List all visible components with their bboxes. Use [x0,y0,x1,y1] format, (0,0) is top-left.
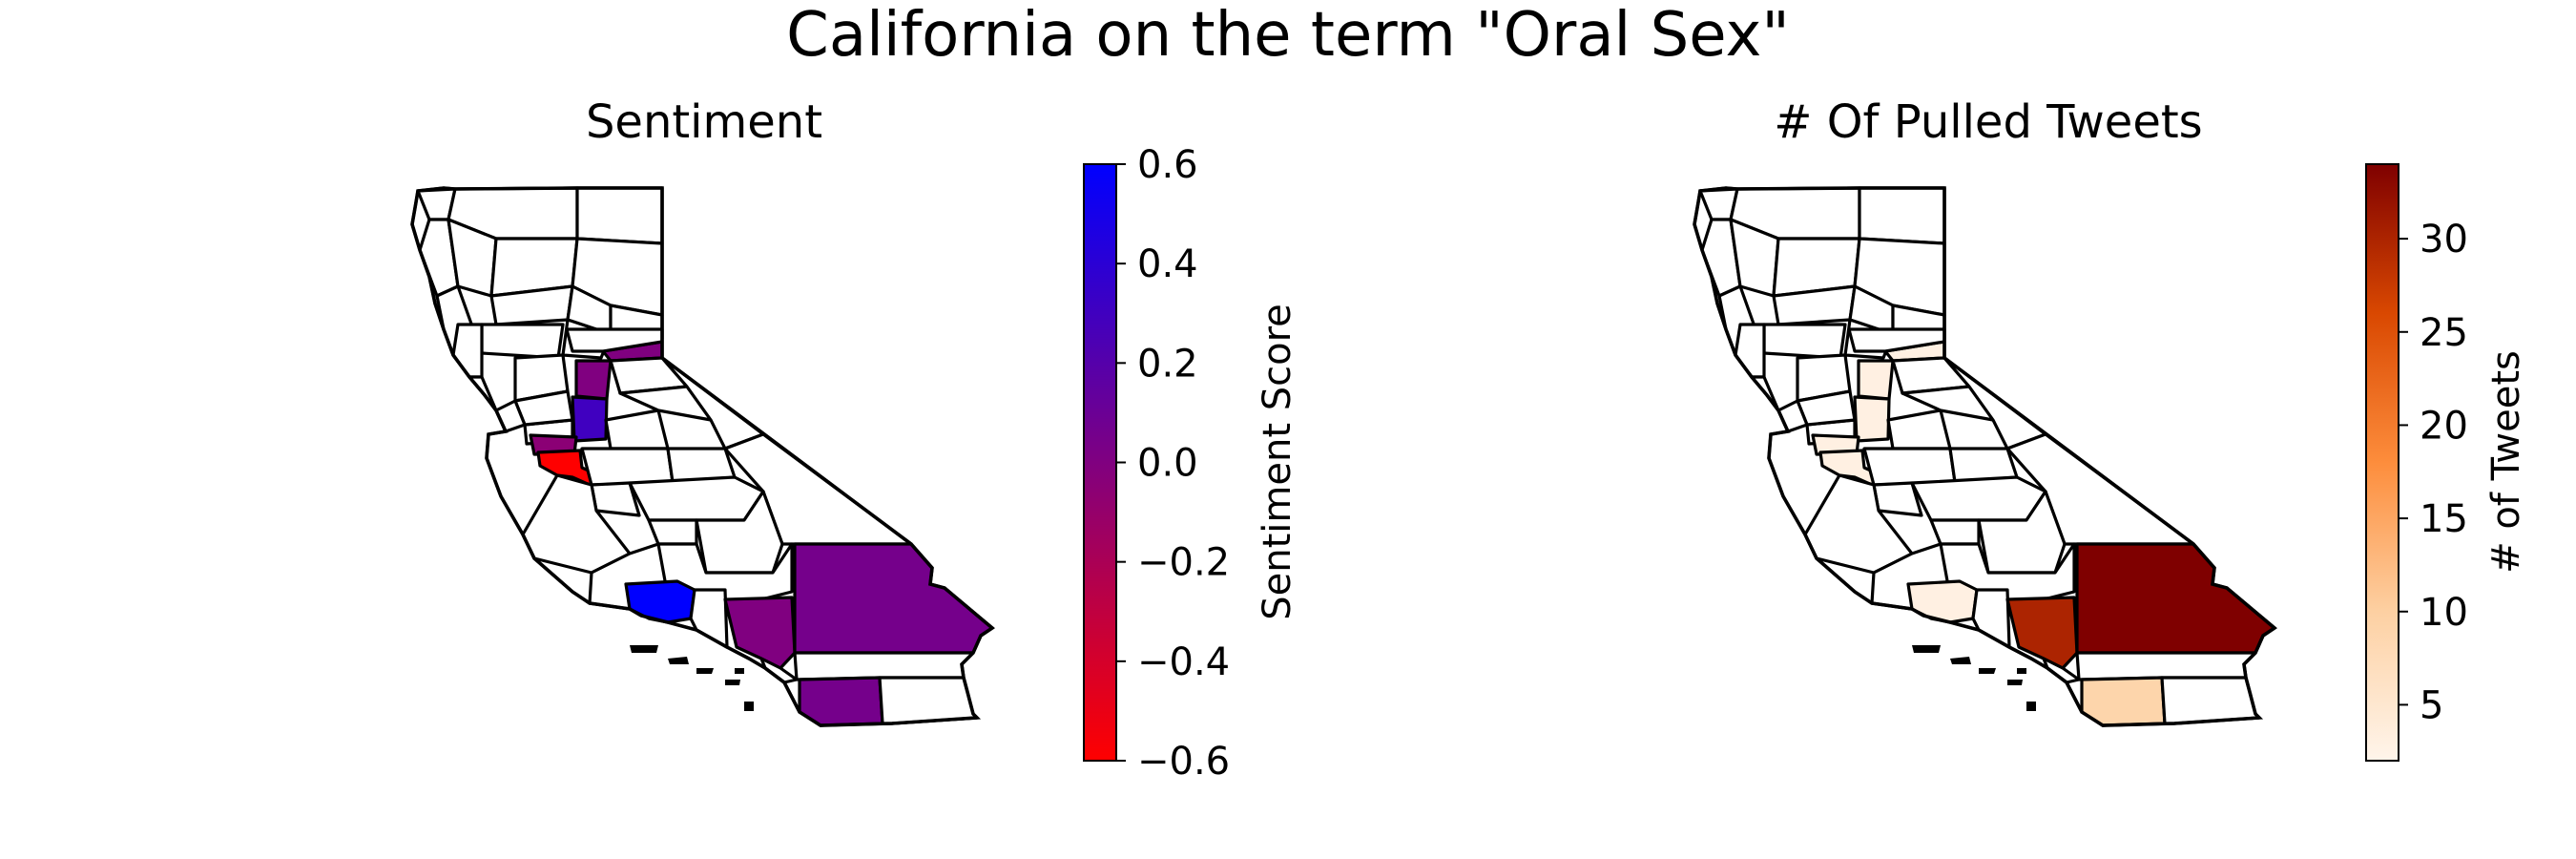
sentiment-colorbar-tick-label: 0.0 [1137,442,1198,486]
sentiment-map-title: Sentiment [586,95,822,149]
tweets-colorbar [2365,163,2399,762]
sentiment-colorbar-tick-label: 0.6 [1137,143,1198,187]
county-san-joaquin [1853,395,1891,443]
tweets-map [1693,186,2277,727]
county-merced [580,447,675,487]
tweets-colorbar-tick-label: 10 [2420,591,2468,635]
county-imperial [2160,676,2261,725]
county-glenn-colusa [1762,323,1847,360]
sentiment-colorbar-tick-label: 0.4 [1137,242,1198,286]
county-kings [1929,518,1981,546]
county-los-angeles [2005,596,2079,670]
county-fresno [628,475,765,522]
sentiment-colorbar-label: Sentiment Score [1256,304,1299,620]
county-lake [451,323,484,379]
tweets-colorbar-ticks: 30 25 20 15 10 5 [2399,218,2468,727]
channel-island-2 [668,657,689,664]
tweets-colorbar-tick-label: 30 [2420,218,2468,262]
channel-island-3 [1979,668,1996,674]
sentiment-colorbar [1083,163,1117,762]
county-modoc [575,186,664,245]
county-los-angeles [723,596,797,670]
channel-island-6 [2017,668,2026,674]
channel-island-1 [630,645,658,653]
county-san-bernardino [2075,542,2276,655]
sentiment-colorbar-tick-label: −0.2 [1137,541,1230,585]
tweets-colorbar-label: # of Tweets [2484,350,2528,574]
channel-island-6 [735,668,744,674]
county-santa-barbara [1906,579,1979,624]
sentiment-colorbar-ticks: 0.6 0.4 0.2 0.0 −0.2 −0.4 −0.6 [1116,143,1230,784]
county-stanislaus [1886,409,1952,450]
county-fresno [1910,475,2047,522]
county-santa-barbara [624,579,696,624]
county-glenn-colusa [480,323,565,360]
tweets-colorbar-tick-label: 15 [2420,497,2468,541]
sentiment-colorbar-tick-label: −0.6 [1137,740,1230,784]
tweets-colorbar-tick-label: 20 [2420,404,2468,448]
county-san-bernardino [793,542,994,655]
channel-island-3 [696,668,714,674]
channel-island-4 [725,680,740,685]
county-stanislaus [604,409,670,450]
county-riverside [793,651,975,681]
county-lake [1734,323,1766,379]
sentiment-map [410,186,995,727]
county-san-joaquin [571,395,609,443]
county-imperial [878,676,979,725]
state-border [410,186,995,727]
county-nevada [1847,327,1946,353]
county-modoc [1858,186,1946,245]
county-kings [647,518,698,546]
tweets-map-title: # Of Pulled Tweets [1774,95,2202,149]
channel-island-2 [1950,657,1971,664]
county-merced [1862,447,1957,487]
channel-island-5 [744,702,754,711]
sentiment-colorbar-tick-label: 0.2 [1137,342,1198,386]
tweets-colorbar-tick-label: 25 [2420,311,2468,355]
county-sacramento [1857,359,1895,401]
tweets-colorbar-tick-label: 5 [2420,683,2443,727]
channel-island-1 [1912,645,1941,653]
sentiment-colorbar-tick-label: −0.4 [1137,640,1230,684]
county-riverside [2075,651,2257,681]
county-sacramento [574,359,613,401]
county-nevada [565,327,664,353]
channel-island-4 [2007,680,2023,685]
state-border [1693,186,2277,727]
figure-title: California on the term "Oral Sex" [786,0,1790,71]
channel-island-5 [2026,702,2036,711]
